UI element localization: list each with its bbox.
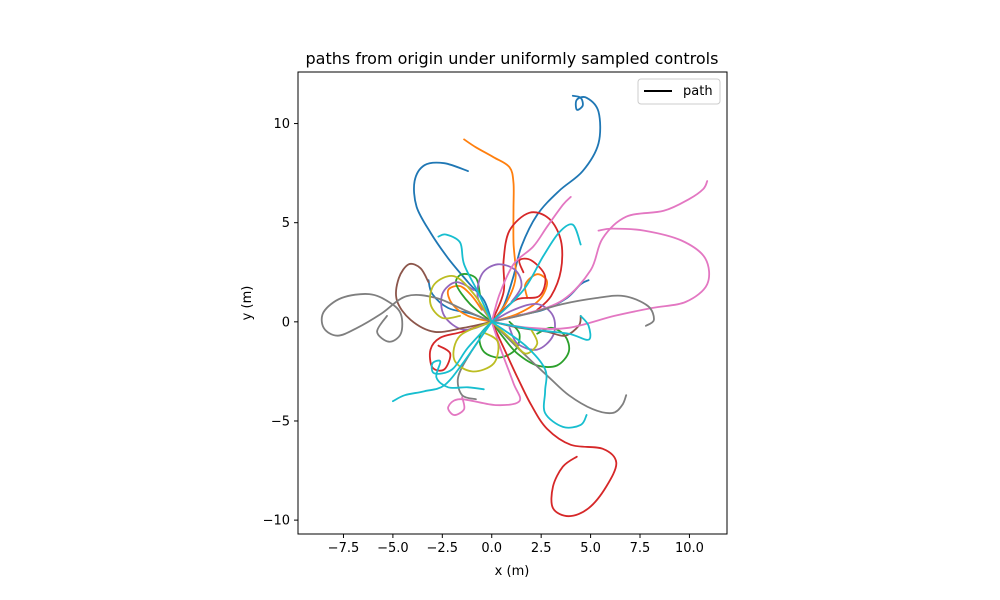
y-axis-ticks: −10 −5 0 5 10: [263, 117, 298, 529]
series-path-24: [320, 293, 493, 343]
y-tick-label: −5: [271, 414, 290, 429]
x-tick-label: −7.5: [328, 541, 360, 556]
y-tick-label: 5: [282, 216, 290, 231]
series-path-25: [490, 294, 655, 327]
y-tick-label: 10: [273, 117, 290, 132]
series-path-22: [447, 320, 522, 416]
series-path-36: [490, 315, 592, 341]
x-tick-label: 2.5: [531, 541, 552, 556]
series-path-15: [490, 302, 556, 351]
series-path-28: [452, 320, 500, 373]
plot-frame: [297, 71, 728, 535]
series-path-21: [490, 227, 711, 330]
series-path-17: [440, 281, 493, 331]
series-path-34: [490, 320, 588, 429]
series-path-5: [463, 138, 517, 323]
legend-box: [637, 78, 721, 105]
series-path-11: [490, 320, 618, 518]
series-path-13: [428, 320, 493, 372]
y-axis-label: y (m): [240, 286, 255, 321]
x-axis-label: x (m): [495, 564, 530, 579]
series-path-23: [490, 196, 572, 323]
series-layer: [320, 94, 711, 518]
x-tick-label: −5.0: [377, 541, 409, 556]
x-tick-label: 5.0: [580, 541, 601, 556]
y-tick-label: 0: [282, 315, 290, 330]
series-path-7: [490, 273, 549, 323]
x-tick-label: 0.0: [481, 541, 502, 556]
series-path-31: [437, 233, 493, 323]
y-tick-label: −10: [263, 514, 290, 529]
legend: path: [637, 78, 721, 105]
series-path-29: [429, 274, 493, 323]
x-axis-ticks: −7.5 −5.0 −2.5 0.0 2.5 5.0 7.5 10.0: [328, 534, 704, 556]
series-path-30: [490, 320, 539, 355]
x-tick-label: −2.5: [427, 541, 459, 556]
legend-label: path: [683, 84, 713, 99]
series-path-33: [430, 320, 493, 391]
series-path-18: [395, 262, 493, 333]
series-path-32: [490, 223, 582, 323]
chart-title: paths from origin under uniformly sample…: [306, 49, 719, 68]
series-path-12: [490, 211, 564, 323]
series-path-35: [392, 320, 493, 403]
x-tick-label: 10.0: [675, 541, 704, 556]
series-path-6: [446, 284, 493, 323]
x-tick-label: 7.5: [630, 541, 651, 556]
